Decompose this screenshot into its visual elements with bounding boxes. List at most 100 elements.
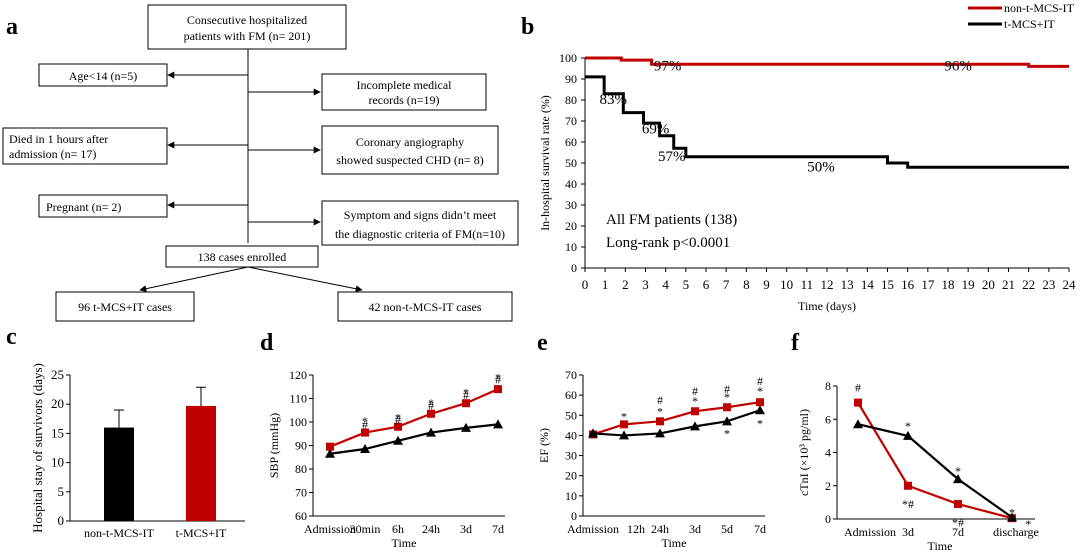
x-tick-label: 19 — [962, 277, 975, 292]
series-line-1 — [592, 409, 761, 437]
flow-coronary-line1: Coronary angiography — [356, 135, 464, 149]
significance-mark: * — [428, 396, 434, 410]
flow-arrow-left — [139, 266, 249, 293]
y-axis-label: EF (%) — [537, 428, 551, 463]
x-axis-label: Time (days) — [798, 299, 856, 313]
panel-letter-c: c — [6, 324, 17, 350]
significance-mark: * — [1009, 505, 1015, 519]
x-tick-label: 16 — [901, 277, 915, 292]
flow-top-line2: patients with FM (n= 201) — [184, 29, 311, 43]
flowchart: Consecutive hospitalized patients with F… — [2, 4, 519, 322]
x-axis-label: Time — [928, 539, 953, 552]
y-tick-label: 4 — [825, 446, 831, 460]
y-tick-label: 20 — [565, 469, 577, 483]
data-point — [1007, 512, 1017, 522]
flow-coronary-line2: showed suspected CHD (n= 8) — [336, 153, 483, 167]
x-tick-label: 30min — [350, 522, 381, 536]
flow-symptom-line2: the diagnostic criteria of FM(n=10) — [335, 227, 505, 241]
data-point — [723, 403, 731, 412]
significance-mark: # — [463, 388, 469, 402]
series-line-0 — [592, 401, 761, 436]
y-tick-label: 30 — [565, 449, 577, 463]
survival-annotation: 69% — [642, 122, 670, 138]
survival-annotation: 96% — [944, 59, 972, 75]
y-tick-label: 10 — [565, 240, 577, 254]
significance-mark: *# — [952, 515, 964, 529]
data-point — [326, 442, 334, 451]
y-tick-label: 50 — [565, 156, 577, 170]
flow-box-pregnant — [38, 194, 168, 218]
significance-mark: * — [621, 409, 627, 423]
y-tick-label: 80 — [565, 93, 577, 107]
data-point — [427, 409, 435, 418]
significance-mark: # — [724, 382, 730, 396]
x-tick-label: discharge — [993, 525, 1039, 539]
y-tick-label: 40 — [565, 177, 577, 191]
survival-line-1 — [585, 75, 1069, 169]
flow-right-text: 42 non-t-MCS-IT cases — [368, 300, 481, 314]
y-tick-label: 80 — [295, 462, 307, 476]
flow-incomplete-line1: Incomplete medical — [357, 78, 453, 92]
significance-mark: # — [495, 373, 501, 387]
flow-age-text: Age<14 (n=5) — [69, 69, 138, 83]
y-tick-label: 0 — [571, 509, 577, 523]
data-point — [755, 405, 765, 415]
y-tick-label: 100 — [559, 51, 577, 65]
x-tick-label: 7d — [952, 525, 964, 539]
x-tick-label: 5 — [683, 277, 690, 292]
data-point — [493, 419, 503, 429]
data-point — [756, 398, 764, 407]
y-tick-label: 6 — [825, 412, 831, 426]
flow-died-line1: Died in 1 hours after — [9, 132, 108, 146]
significance-mark: * — [757, 384, 763, 398]
x-tick-label: t-MCS+IT — [176, 526, 227, 540]
flow-symptom-line1: Symptom and signs didn’t meet — [344, 208, 497, 222]
x-tick-label: 20 — [982, 277, 995, 292]
x-tick-label: 0 — [582, 277, 589, 292]
y-axis-label: SBP (mmHg) — [267, 413, 281, 478]
data-point — [953, 474, 963, 484]
y-tick-label: 0 — [571, 261, 577, 275]
bar — [186, 405, 216, 521]
x-axis-label: Time — [662, 536, 687, 550]
data-point — [620, 420, 628, 429]
panel-letter-f: f — [791, 330, 800, 356]
data-point — [494, 385, 502, 394]
y-tick-label: 90 — [295, 439, 307, 453]
y-tick-label: 120 — [289, 368, 307, 382]
significance-mark: * — [395, 410, 401, 424]
x-tick-label: Admission — [304, 522, 356, 536]
significance-mark: # — [395, 413, 401, 427]
survival-annotation: 83% — [599, 92, 627, 108]
panel-letter-d: d — [260, 330, 274, 356]
data-point — [426, 427, 436, 437]
series-line-1 — [857, 423, 1013, 519]
data-point — [655, 428, 665, 438]
x-tick-label: 21 — [1002, 277, 1015, 292]
significance-mark: * — [463, 386, 469, 400]
panel-letter-a: a — [6, 14, 18, 40]
y-tick-label: 25 — [51, 367, 64, 382]
x-tick-label: 5d — [721, 522, 733, 536]
significance-mark: * — [362, 414, 368, 428]
x-axis-label: Time — [392, 536, 417, 550]
flow-box-enrolled — [165, 245, 319, 268]
y-tick-label: 20 — [565, 219, 577, 233]
y-tick-label: 70 — [295, 486, 307, 500]
significance-mark: # — [428, 399, 434, 413]
x-tick-label: 24h — [651, 522, 669, 536]
data-point — [461, 422, 471, 432]
significance-mark: * — [495, 370, 501, 384]
y-tick-label: 10 — [565, 489, 577, 503]
significance-mark: * — [1025, 517, 1031, 531]
data-point — [954, 500, 962, 509]
y-tick-label: 110 — [289, 392, 307, 406]
flow-pregnant-text: Pregnant (n= 2) — [46, 200, 121, 214]
y-tick-label: 50 — [565, 408, 577, 422]
x-tick-label: 6 — [703, 277, 710, 292]
x-tick-label: 1 — [602, 277, 609, 292]
y-tick-label: 40 — [565, 428, 577, 442]
sbp-chart: 60 70 80 90 100 110 120 SBP (mmHg) Admission30mi… — [267, 368, 505, 550]
x-tick-label: 11 — [801, 277, 814, 292]
y-tick-label: 10 — [51, 455, 64, 470]
